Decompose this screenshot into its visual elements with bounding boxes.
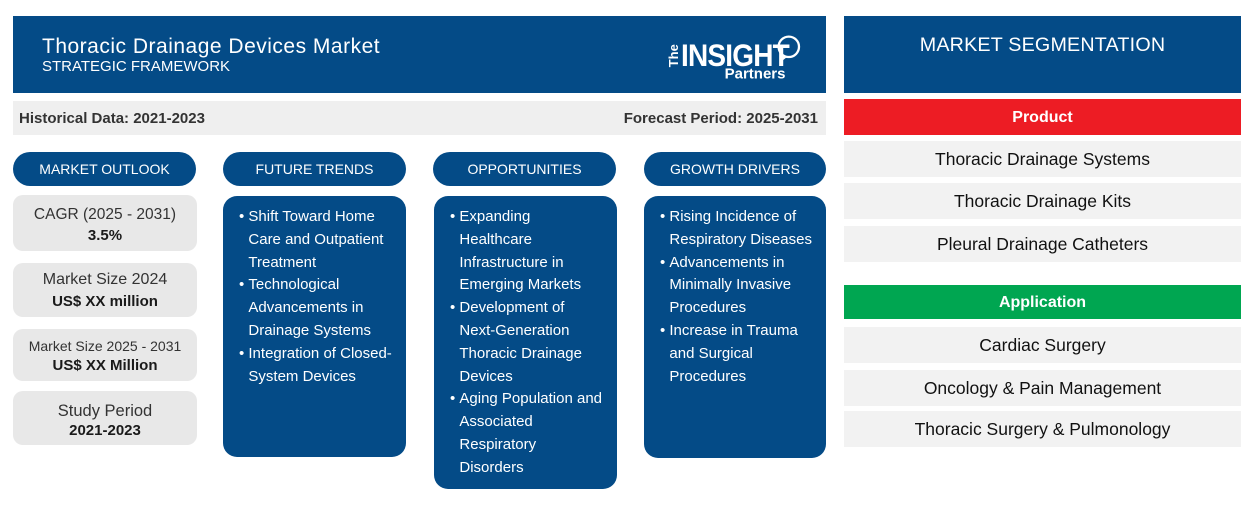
svg-text:The: The bbox=[666, 44, 681, 67]
svg-text:Partners: Partners bbox=[725, 66, 786, 83]
svg-text:INSIGHT: INSIGHT bbox=[681, 38, 790, 73]
